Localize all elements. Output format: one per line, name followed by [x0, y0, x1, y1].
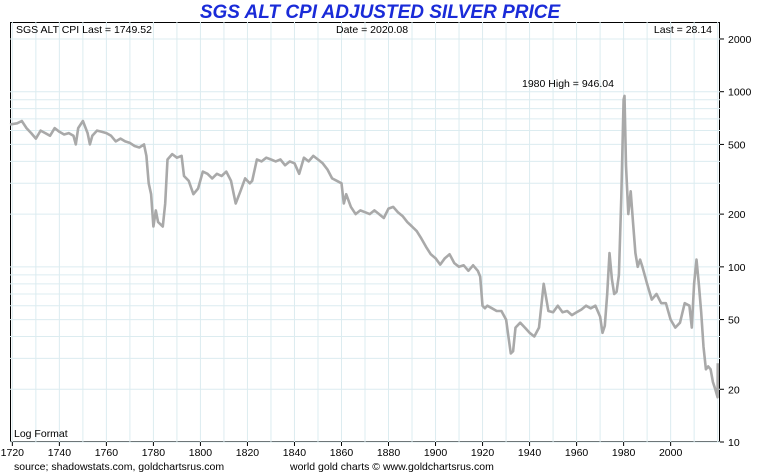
x-tick-label: 1820: [236, 447, 260, 459]
y-tick-label: 1000: [728, 87, 752, 99]
x-tick-label: 1800: [189, 447, 213, 459]
x-tick-label: 1740: [48, 447, 72, 459]
x-tick-label: 1840: [283, 447, 307, 459]
peak-annotation: 1980 High = 946.04: [522, 78, 614, 90]
header-left-label: SGS ALT CPI Last = 1749.52: [16, 24, 152, 36]
y-tick-label: 50: [728, 315, 740, 327]
x-tick-label: 1940: [518, 447, 542, 459]
header-center-label: Date = 2020.08: [336, 24, 409, 36]
grid-lines: [10, 22, 720, 443]
x-tick-label: 1980: [612, 447, 636, 459]
x-tick-label: 1920: [471, 447, 495, 459]
y-tick-label: 500: [728, 139, 746, 151]
scale-note: Log Format: [14, 428, 68, 440]
header-right-label: Last = 28.14: [653, 24, 712, 36]
y-axis: 10 20 50 100 200 500 1000 2000: [720, 34, 752, 449]
x-axis: 1720 1740 1760 1780 1800 1820 1840 1860 1880 1900…: [1, 442, 683, 459]
series-line-silver-price: [9, 94, 720, 399]
x-tick-label: 1760: [95, 447, 119, 459]
x-tick-label: 1780: [142, 447, 166, 459]
x-tick-label: 1720: [1, 447, 25, 459]
y-tick-label: 2000: [728, 34, 752, 46]
y-tick-label: 10: [728, 437, 740, 449]
y-tick-label: 200: [728, 209, 746, 221]
x-tick-label: 2000: [659, 447, 683, 459]
x-tick-label: 1880: [377, 447, 401, 459]
y-tick-label: 20: [728, 384, 740, 396]
chart-title: SGS ALT CPI ADJUSTED SILVER PRICE: [199, 2, 561, 23]
x-tick-label: 1900: [424, 447, 448, 459]
y-tick-label: 100: [728, 262, 746, 274]
source-left: source; shadowstats.com, goldchartsrus.c…: [14, 461, 225, 473]
source-center: world gold charts © www.goldchartsrus.co…: [290, 461, 494, 473]
x-tick-label: 1860: [330, 447, 354, 459]
x-tick-label: 1960: [565, 447, 589, 459]
